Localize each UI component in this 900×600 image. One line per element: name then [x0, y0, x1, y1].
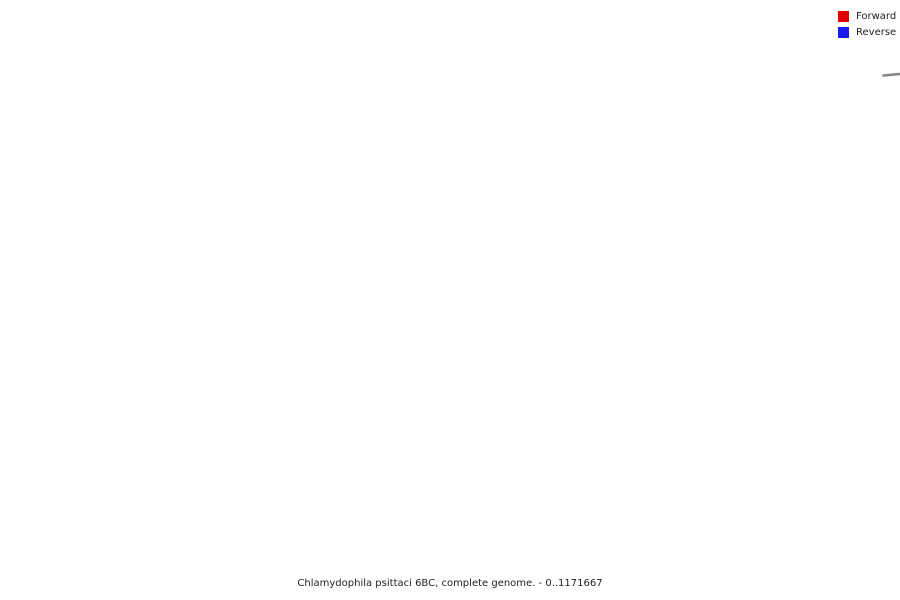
- legend-forward: Forward: [838, 8, 896, 24]
- legend-forward-label: Forward: [856, 10, 897, 22]
- genome-backbone-arc: [882, 72, 900, 77]
- strand-legend: Forward Reverse: [838, 8, 896, 40]
- genome-caption: Chlamydophila psittaci 6BC, complete gen…: [297, 578, 603, 589]
- legend-reverse: Reverse: [838, 24, 896, 40]
- reverse-swatch: [838, 26, 849, 38]
- forward-swatch: [838, 10, 849, 22]
- legend-reverse-label: Reverse: [856, 26, 897, 38]
